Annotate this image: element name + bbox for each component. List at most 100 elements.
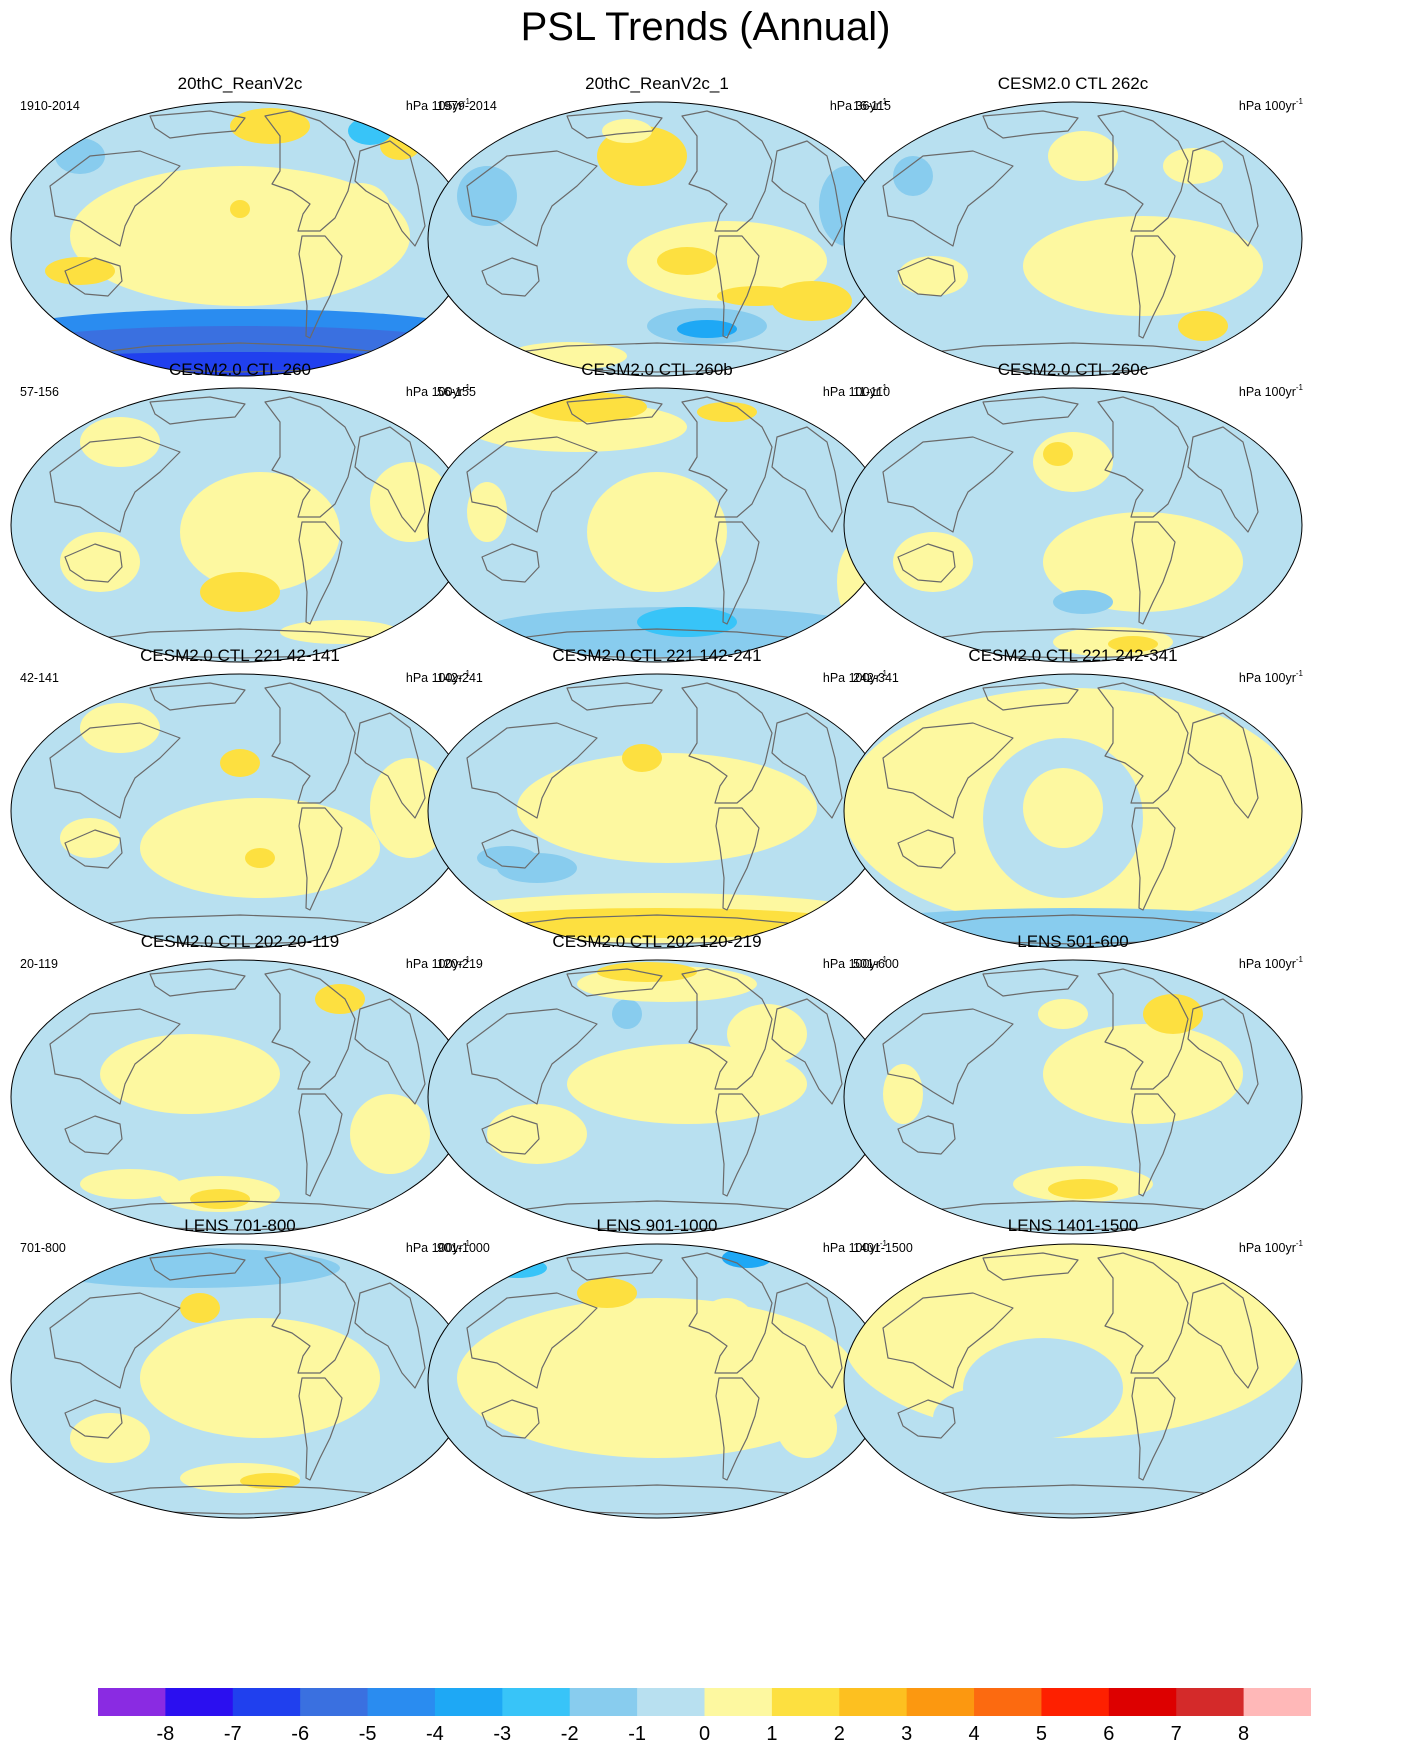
colorbar-tick-label: 0 [698, 1723, 711, 1745]
coastline [1097, 1252, 1189, 1374]
panel-title: CESM2.0 CTL 202 20-119 [140, 932, 340, 951]
colorbar-tick-label: -6 [291, 1723, 310, 1745]
colorbar-tick-label: -2 [560, 1723, 579, 1745]
colorbar-tick-label: 4 [968, 1723, 980, 1745]
trend-contour [230, 108, 310, 144]
coastline [982, 682, 1079, 711]
trend-contour [80, 703, 160, 753]
panel-title: LENS 1401-1500 [1007, 1216, 1139, 1235]
panel-units: hPa 100yr-1 [822, 1239, 887, 1255]
coastline [298, 1377, 343, 1481]
world-map [843, 1243, 1303, 1519]
coastline [1131, 235, 1176, 339]
coastline [1131, 1093, 1176, 1197]
trend-contour [637, 607, 737, 637]
colorbar-segment [1041, 1688, 1110, 1716]
trend-contour [370, 758, 450, 858]
panel-units: hPa 100yr-1 [405, 1239, 470, 1255]
coastline [64, 543, 123, 583]
panel-title: LENS 501-600 [1017, 932, 1129, 951]
colorbar [98, 1688, 1311, 1716]
panel-title: 20thC_ReanV2c_1 [585, 74, 729, 93]
coastline [771, 426, 843, 533]
coastline [49, 436, 181, 533]
colorbar-segment [637, 1688, 705, 1716]
trend-contour [348, 117, 392, 145]
coastline [1097, 396, 1189, 518]
panel-period: 142-241 [437, 671, 483, 685]
coastline [1131, 1377, 1176, 1481]
trend-contour [1023, 216, 1263, 316]
coastline [715, 1093, 760, 1197]
panel-units: hPa 100yr-1 [1238, 1239, 1303, 1255]
trend-contour [487, 1104, 587, 1164]
world-map [427, 673, 887, 949]
panel-title: CESM2.0 CTL 260b [581, 360, 733, 379]
map-panel: LENS 1401-1500 1401-1500 hPa 100yr-1 [843, 1216, 1303, 1541]
panel-title: CESM2.0 CTL 262c [997, 74, 1149, 93]
trend-contour [612, 999, 642, 1029]
coastline [982, 396, 1079, 425]
colorbar-tick-label: -4 [425, 1723, 444, 1745]
coastline [466, 1292, 598, 1389]
world-map [843, 673, 1303, 949]
trend-contour [567, 1044, 807, 1124]
coastline [49, 1292, 181, 1389]
trend-contour [350, 1094, 430, 1174]
trend-contour [230, 200, 250, 218]
panel-units: hPa 100yr-1 [822, 955, 887, 971]
world-map [10, 1243, 470, 1519]
panel-period: 20-119 [20, 957, 58, 971]
colorbar-tick-label: -1 [628, 1723, 646, 1745]
coastline [298, 235, 343, 339]
trend-contour [1053, 590, 1113, 614]
coastline [149, 968, 246, 997]
panel-title: CESM2.0 CTL 221 242-341 [968, 646, 1178, 665]
trend-contour [1038, 999, 1088, 1029]
map-panel: LENS 701-800 701-800 hPa 100yr-1 [10, 1216, 470, 1541]
coastline [298, 1093, 343, 1197]
colorbar-segment [434, 1688, 503, 1716]
world-map [10, 101, 470, 377]
coastline [481, 829, 540, 869]
trend-contour [180, 472, 340, 592]
panel-period: 1910-2014 [20, 99, 80, 113]
coastline [49, 1008, 181, 1105]
coastline [354, 998, 426, 1105]
colorbar-segment [165, 1688, 234, 1716]
trend-contour [1048, 131, 1118, 181]
coastline [49, 722, 181, 819]
trend-contour [180, 1293, 220, 1323]
panel-units: hPa 105yr-1 [405, 97, 470, 113]
map-panel: CESM2.0 CTL 202 20-119 20-119 hPa 100yr-1 [10, 932, 470, 1257]
coastline [715, 521, 760, 625]
trend-contour [220, 749, 260, 777]
trend-contour [1183, 758, 1243, 838]
panel-units: hPa 36yr-1 [829, 97, 887, 113]
coastline [715, 235, 760, 339]
trend-contour [80, 417, 160, 467]
trend-contour [1163, 148, 1223, 184]
trend-contour [140, 1318, 380, 1438]
coastline [354, 426, 426, 533]
colorbar-tick-label: -3 [493, 1723, 512, 1745]
coastline [149, 396, 246, 425]
trend-contour [1033, 432, 1113, 492]
panel-title: CESM2.0 CTL 221 42-141 [140, 646, 340, 665]
world-map [427, 101, 887, 377]
map-panel: 20thC_ReanV2c 1910-2014 hPa 105yr-1 [10, 74, 470, 399]
coastline [566, 396, 663, 425]
colorbar-tick-label: 2 [833, 1723, 845, 1745]
trend-contour [487, 1258, 547, 1278]
coastline [982, 968, 1079, 997]
panel-period: 1979-2014 [437, 99, 497, 113]
colorbar-segment [367, 1688, 436, 1716]
colorbar-tick-label: -5 [358, 1723, 377, 1745]
colorbar-segment [232, 1688, 301, 1716]
trend-contour [602, 119, 652, 143]
panel-period: 42-141 [20, 671, 59, 685]
map-panel: CESM2.0 CTL 221 142-241 142-241 hPa 100yr-… [427, 646, 887, 971]
map-frame [843, 1243, 1303, 1519]
coastline [264, 396, 356, 518]
colorbar-tick-label: 8 [1238, 1723, 1250, 1745]
